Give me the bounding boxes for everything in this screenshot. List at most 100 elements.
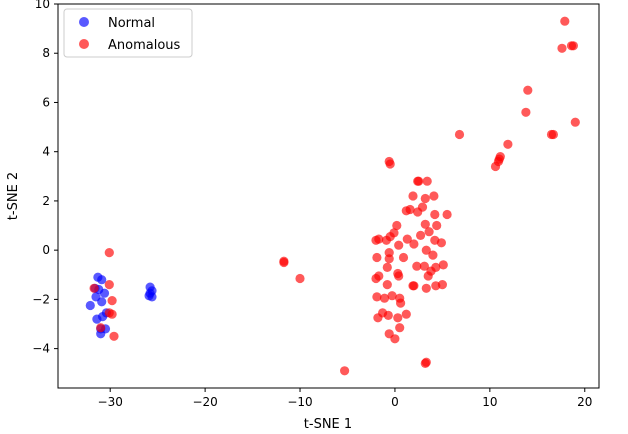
- point-anomalous-28: [385, 159, 395, 169]
- point-anomalous-93: [420, 358, 430, 368]
- y-tick-label: −2: [32, 292, 50, 306]
- point-anomalous-21: [548, 129, 559, 140]
- x-tick-label: 10: [482, 395, 497, 409]
- point-anomalous-50: [409, 239, 419, 249]
- point-anomalous-46: [381, 235, 391, 245]
- point-anomalous-85: [373, 313, 383, 323]
- point-anomalous-43: [432, 220, 442, 231]
- x-tick-label: 0: [391, 395, 399, 409]
- point-anomalous-56: [394, 240, 404, 250]
- point-anomalous-48: [371, 235, 381, 245]
- point-anomalous-0: [104, 248, 114, 258]
- point-anomalous-12: [560, 16, 570, 26]
- points-layer: [85, 16, 580, 376]
- point-anomalous-80: [379, 293, 390, 303]
- point-anomalous-87: [393, 313, 403, 323]
- point-anomalous-75: [409, 281, 419, 291]
- x-axis-label: t-SNE 1: [304, 417, 352, 432]
- x-tick-label: −30: [98, 395, 123, 409]
- point-anomalous-89: [395, 323, 405, 333]
- point-anomalous-15: [568, 41, 579, 51]
- point-anomalous-19: [454, 129, 465, 140]
- point-normal-3: [99, 288, 110, 298]
- point-anomalous-7: [109, 331, 119, 341]
- point-anomalous-88: [401, 309, 411, 319]
- y-tick-label: 4: [42, 145, 50, 159]
- point-anomalous-81: [387, 291, 397, 301]
- point-anomalous-86: [383, 310, 393, 320]
- legend-label-normal: Normal: [108, 16, 155, 31]
- point-anomalous-58: [372, 252, 382, 263]
- point-anomalous-59: [384, 254, 394, 264]
- y-tick-label: −4: [32, 342, 50, 356]
- point-anomalous-51: [416, 230, 426, 240]
- point-anomalous-39: [430, 209, 440, 220]
- legend: Normal Anomalous: [63, 8, 193, 58]
- point-anomalous-65: [438, 260, 448, 270]
- point-anomalous-18: [570, 117, 580, 127]
- point-anomalous-6: [96, 323, 106, 333]
- point-anomalous-38: [417, 202, 428, 212]
- point-anomalous-79: [372, 292, 382, 302]
- point-anomalous-63: [419, 261, 429, 271]
- point-anomalous-42: [420, 219, 430, 229]
- point-anomalous-34: [429, 191, 439, 201]
- point-anomalous-73: [382, 280, 392, 290]
- point-anomalous-54: [436, 238, 446, 248]
- point-anomalous-32: [408, 191, 418, 201]
- point-normal-1: [97, 275, 107, 285]
- point-anomalous-9: [279, 257, 289, 268]
- point-anomalous-83: [396, 298, 406, 308]
- point-anomalous-67: [382, 262, 392, 272]
- point-anomalous-72: [423, 271, 433, 281]
- point-anomalous-61: [428, 250, 438, 260]
- point-anomalous-69: [371, 273, 381, 284]
- point-anomalous-76: [421, 283, 431, 293]
- point-anomalous-22: [503, 139, 513, 149]
- legend-box: [63, 8, 193, 58]
- y-tick-label: 2: [42, 194, 50, 208]
- y-tick-label: 8: [42, 46, 50, 60]
- point-anomalous-33: [420, 193, 430, 204]
- y-tick-label: 0: [42, 243, 50, 257]
- point-anomalous-30: [413, 176, 423, 186]
- point-anomalous-52: [424, 227, 434, 237]
- point-anomalous-26: [490, 161, 501, 172]
- legend-marker-normal: [79, 17, 89, 27]
- x-tick-label: −10: [287, 395, 312, 409]
- point-anomalous-5: [107, 309, 117, 319]
- point-anomalous-36: [405, 204, 415, 215]
- point-anomalous-40: [442, 209, 452, 220]
- plot-frame: [57, 3, 600, 389]
- point-anomalous-47: [389, 228, 399, 238]
- point-anomalous-49: [402, 234, 412, 244]
- point-anomalous-71: [393, 268, 403, 279]
- legend-label-anomalous: Anomalous: [108, 38, 181, 53]
- point-anomalous-1: [89, 283, 99, 293]
- point-normal-18: [145, 288, 155, 298]
- x-tick-label: 20: [577, 395, 592, 409]
- legend-marker-anomalous: [79, 39, 89, 49]
- point-normal-6: [85, 300, 95, 311]
- point-anomalous-91: [390, 334, 400, 344]
- point-anomalous-57: [421, 245, 431, 255]
- point-anomalous-11: [340, 366, 350, 376]
- point-anomalous-62: [412, 261, 422, 271]
- point-anomalous-3: [107, 296, 117, 306]
- y-axis-label: t-SNE 2: [6, 172, 21, 220]
- point-anomalous-78: [437, 280, 447, 290]
- point-normal-5: [97, 297, 107, 307]
- x-axis: −30 −20 −10 0 10 20: [98, 388, 592, 409]
- point-anomalous-13: [557, 43, 567, 53]
- point-anomalous-10: [295, 273, 305, 284]
- point-anomalous-60: [398, 252, 409, 263]
- point-anomalous-31: [422, 176, 432, 186]
- y-tick-label: 10: [35, 0, 50, 11]
- y-tick-label: 6: [42, 95, 50, 109]
- point-anomalous-17: [521, 107, 531, 117]
- point-anomalous-41: [392, 220, 402, 231]
- point-anomalous-16: [523, 85, 533, 95]
- point-anomalous-2: [104, 280, 114, 290]
- x-tick-label: −20: [192, 395, 217, 409]
